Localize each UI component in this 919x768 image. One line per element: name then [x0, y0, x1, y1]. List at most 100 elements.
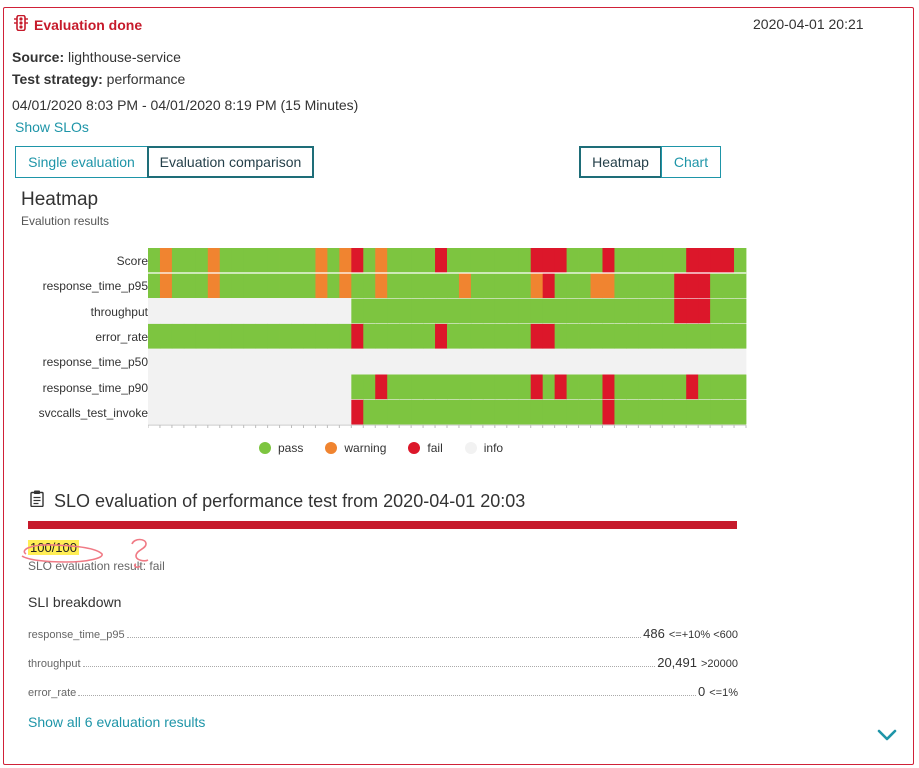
- heatmap-cell[interactable]: [291, 349, 304, 374]
- heatmap-cell[interactable]: [482, 273, 496, 298]
- heatmap-cell[interactable]: [411, 374, 424, 400]
- heatmap-cell[interactable]: [339, 374, 352, 400]
- heatmap-cell[interactable]: [470, 248, 484, 273]
- heatmap-cell[interactable]: [626, 399, 639, 425]
- heatmap-cell[interactable]: [662, 298, 675, 324]
- heatmap-cell[interactable]: [458, 273, 472, 298]
- heatmap-cell[interactable]: [327, 374, 340, 400]
- heatmap-cell[interactable]: [674, 273, 687, 298]
- heatmap-cell[interactable]: [494, 248, 508, 273]
- heatmap-cell[interactable]: [363, 323, 376, 349]
- heatmap-cell[interactable]: [542, 399, 556, 425]
- heatmap-cell[interactable]: [327, 298, 340, 324]
- heatmap-cell[interactable]: [530, 399, 544, 425]
- heatmap-cell[interactable]: [554, 298, 567, 324]
- heatmap-cell[interactable]: [387, 298, 400, 324]
- heatmap-cell[interactable]: [411, 349, 424, 374]
- heatmap-cell[interactable]: [698, 374, 711, 400]
- heatmap-cell[interactable]: [458, 298, 472, 324]
- heatmap-cell[interactable]: [722, 248, 735, 273]
- heatmap-cell[interactable]: [279, 374, 292, 400]
- heatmap-cell[interactable]: [231, 374, 245, 400]
- heatmap-cell[interactable]: [626, 248, 639, 273]
- heatmap-cell[interactable]: [578, 374, 591, 400]
- heatmap-cell[interactable]: [698, 298, 711, 324]
- heatmap-cell[interactable]: [650, 349, 663, 374]
- heatmap-cell[interactable]: [578, 298, 591, 324]
- heatmap-cell[interactable]: [602, 323, 615, 349]
- heatmap-cell[interactable]: [219, 273, 233, 298]
- heatmap-cell[interactable]: [399, 374, 412, 400]
- heatmap-cell[interactable]: [195, 248, 209, 273]
- heatmap-cell[interactable]: [578, 399, 591, 425]
- heatmap-cell[interactable]: [554, 349, 567, 374]
- heatmap-cell[interactable]: [387, 323, 400, 349]
- heatmap-cell[interactable]: [435, 399, 448, 425]
- heatmap-cell[interactable]: [590, 323, 603, 349]
- heatmap-cell[interactable]: [530, 248, 544, 273]
- heatmap-cell[interactable]: [219, 298, 233, 324]
- heatmap-cell[interactable]: [602, 399, 615, 425]
- heatmap-cell[interactable]: [387, 374, 400, 400]
- heatmap-cell[interactable]: [530, 298, 544, 324]
- heatmap-cell[interactable]: [686, 273, 699, 298]
- heatmap-cell[interactable]: [267, 399, 280, 425]
- heatmap-cell[interactable]: [458, 374, 472, 400]
- heatmap-cell[interactable]: [482, 374, 496, 400]
- heatmap-cell[interactable]: [710, 298, 723, 324]
- heatmap-cell[interactable]: [291, 248, 304, 273]
- heatmap-cell[interactable]: [482, 298, 496, 324]
- heatmap-cell[interactable]: [243, 323, 257, 349]
- legend-fail[interactable]: fail: [408, 441, 443, 455]
- heatmap-cell[interactable]: [602, 273, 615, 298]
- heatmap-cell[interactable]: [399, 298, 412, 324]
- heatmap-cell[interactable]: [231, 273, 245, 298]
- heatmap-cell[interactable]: [267, 374, 280, 400]
- heatmap-cell[interactable]: [470, 273, 484, 298]
- heatmap-cell[interactable]: [411, 399, 424, 425]
- heatmap-cell[interactable]: [171, 298, 185, 324]
- heatmap-cell[interactable]: [279, 248, 292, 273]
- heatmap-cell[interactable]: [650, 374, 663, 400]
- heatmap-cell[interactable]: [171, 349, 185, 374]
- heatmap-cell[interactable]: [458, 248, 472, 273]
- heatmap-cell[interactable]: [447, 323, 460, 349]
- heatmap-cell[interactable]: [662, 248, 675, 273]
- heatmap-cell[interactable]: [207, 349, 221, 374]
- show-slos-link[interactable]: Show SLOs: [15, 119, 89, 135]
- heatmap-cell[interactable]: [159, 248, 173, 273]
- heatmap-cell[interactable]: [303, 399, 316, 425]
- heatmap-cell[interactable]: [614, 273, 627, 298]
- heatmap-cell[interactable]: [554, 323, 567, 349]
- heatmap-cell[interactable]: [506, 374, 520, 400]
- heatmap-cell[interactable]: [219, 374, 233, 400]
- heatmap-cell[interactable]: [351, 323, 364, 349]
- heatmap-cell[interactable]: [530, 323, 544, 349]
- heatmap-cell[interactable]: [650, 248, 663, 273]
- heatmap-cell[interactable]: [387, 248, 400, 273]
- heatmap-cell[interactable]: [423, 248, 436, 273]
- heatmap-cell[interactable]: [518, 374, 532, 400]
- heatmap-cell[interactable]: [423, 273, 436, 298]
- heatmap-cell[interactable]: [351, 399, 364, 425]
- heatmap-cell[interactable]: [279, 399, 292, 425]
- heatmap-cell[interactable]: [243, 273, 257, 298]
- legend-info[interactable]: info: [464, 441, 503, 455]
- heatmap-cell[interactable]: [148, 349, 161, 374]
- heatmap-cell[interactable]: [195, 323, 209, 349]
- heatmap-cell[interactable]: [674, 399, 687, 425]
- heatmap-cell[interactable]: [650, 323, 663, 349]
- heatmap-cell[interactable]: [363, 273, 376, 298]
- heatmap-cell[interactable]: [590, 374, 603, 400]
- heatmap-cell[interactable]: [518, 399, 532, 425]
- heatmap-cell[interactable]: [542, 323, 556, 349]
- heatmap-cell[interactable]: [458, 323, 472, 349]
- heatmap-cell[interactable]: [435, 298, 448, 324]
- heatmap-cell[interactable]: [327, 248, 340, 273]
- heatmap-cell[interactable]: [482, 323, 496, 349]
- heatmap-cell[interactable]: [375, 399, 388, 425]
- heatmap-cell[interactable]: [303, 349, 316, 374]
- heatmap-cell[interactable]: [279, 323, 292, 349]
- heatmap-cell[interactable]: [243, 298, 257, 324]
- heatmap-cell[interactable]: [542, 349, 556, 374]
